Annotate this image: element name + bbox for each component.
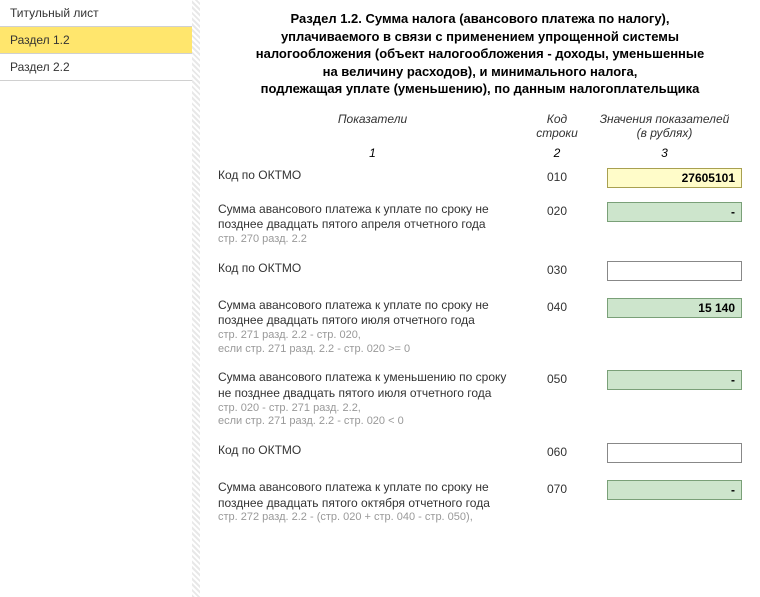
value-field[interactable]: - xyxy=(607,202,742,222)
form-row: Код по ОКТМО 030 xyxy=(218,261,742,284)
col-header-code: Код строки xyxy=(527,112,587,140)
title-line: подлежащая уплате (уменьшению), по данны… xyxy=(218,80,742,98)
main-content: Раздел 1.2. Сумма налога (авансового пла… xyxy=(200,0,760,597)
row-value-cell: 15 140 xyxy=(587,298,742,318)
row-label: Сумма авансового платежа к уменьшению по… xyxy=(218,370,527,429)
row-label: Сумма авансового платежа к уплате по сро… xyxy=(218,298,527,357)
vertical-divider xyxy=(192,0,200,597)
sidebar-item-label: Титульный лист xyxy=(10,6,99,20)
col-num-1: 1 xyxy=(218,146,527,160)
row-hint: стр. 270 разд. 2.2 xyxy=(218,233,517,247)
row-label: Сумма авансового платежа к уплате по сро… xyxy=(218,480,527,525)
row-label-text: Сумма авансового платежа к уменьшению по… xyxy=(218,370,517,401)
form-row: Сумма авансового платежа к уплате по сро… xyxy=(218,202,742,247)
column-headers: Показатели Код строки Значения показател… xyxy=(218,112,742,140)
row-code: 070 xyxy=(527,480,587,496)
row-label: Сумма авансового платежа к уплате по сро… xyxy=(218,202,527,247)
row-code: 030 xyxy=(527,261,587,277)
row-code: 050 xyxy=(527,370,587,386)
row-label-text: Сумма авансового платежа к уплате по сро… xyxy=(218,298,517,329)
row-value-cell: - xyxy=(587,480,742,500)
title-line: Раздел 1.2. Сумма налога (авансового пла… xyxy=(218,10,742,28)
section-title: Раздел 1.2. Сумма налога (авансового пла… xyxy=(218,10,742,98)
column-numbers: 1 2 3 xyxy=(218,146,742,160)
row-code: 040 xyxy=(527,298,587,314)
sidebar-item-section-2-2[interactable]: Раздел 2.2 xyxy=(0,54,192,81)
row-value-cell: - xyxy=(587,202,742,222)
value-field[interactable]: 15 140 xyxy=(607,298,742,318)
row-code: 060 xyxy=(527,443,587,459)
title-line: уплачиваемого в связи с применением упро… xyxy=(218,28,742,46)
row-code: 020 xyxy=(527,202,587,218)
row-hint: стр. 020 - стр. 271 разд. 2.2,если стр. … xyxy=(218,402,517,430)
row-label: Код по ОКТМО xyxy=(218,261,527,277)
row-value-cell xyxy=(587,261,742,284)
sidebar-item-title-page[interactable]: Титульный лист xyxy=(0,0,192,27)
value-field[interactable]: 27605101 xyxy=(607,168,742,188)
title-line: на величину расходов), и минимального на… xyxy=(218,63,742,81)
row-label-text: Сумма авансового платежа к уплате по сро… xyxy=(218,480,517,511)
row-hint: стр. 271 разд. 2.2 - стр. 020,если стр. … xyxy=(218,329,517,357)
value-field[interactable]: - xyxy=(607,480,742,500)
sidebar-item-label: Раздел 2.2 xyxy=(10,60,70,74)
form-rows: Код по ОКТМО 010 27605101 Сумма авансового … xyxy=(218,168,742,525)
col-header-indicator: Показатели xyxy=(218,112,527,140)
row-label-text: Код по ОКТМО xyxy=(218,261,517,277)
form-row: Код по ОКТМО 060 xyxy=(218,443,742,466)
value-field[interactable]: - xyxy=(607,370,742,390)
row-value-cell: - xyxy=(587,370,742,390)
row-label: Код по ОКТМО xyxy=(218,168,527,184)
title-line: налогообложения (объект налогообложения … xyxy=(218,45,742,63)
row-value-cell: 27605101 xyxy=(587,168,742,188)
sidebar-item-section-1-2[interactable]: Раздел 1.2 xyxy=(0,27,192,54)
value-field[interactable] xyxy=(607,261,742,281)
row-label-text: Сумма авансового платежа к уплате по сро… xyxy=(218,202,517,233)
col-num-3: 3 xyxy=(587,146,742,160)
row-label: Код по ОКТМО xyxy=(218,443,527,459)
sidebar-item-label: Раздел 1.2 xyxy=(10,33,70,47)
form-row: Сумма авансового платежа к уплате по сро… xyxy=(218,298,742,357)
form-row: Сумма авансового платежа к уменьшению по… xyxy=(218,370,742,429)
row-label-text: Код по ОКТМО xyxy=(218,443,517,459)
form-row: Код по ОКТМО 010 27605101 xyxy=(218,168,742,188)
row-hint: стр. 272 разд. 2.2 - (стр. 020 + стр. 04… xyxy=(218,511,517,525)
form-row: Сумма авансового платежа к уплате по сро… xyxy=(218,480,742,525)
value-field[interactable] xyxy=(607,443,742,463)
row-value-cell xyxy=(587,443,742,466)
col-header-value: Значения показателей (в рублях) xyxy=(587,112,742,140)
col-num-2: 2 xyxy=(527,146,587,160)
row-label-text: Код по ОКТМО xyxy=(218,168,517,184)
sidebar: Титульный лист Раздел 1.2 Раздел 2.2 xyxy=(0,0,192,597)
row-code: 010 xyxy=(527,168,587,184)
